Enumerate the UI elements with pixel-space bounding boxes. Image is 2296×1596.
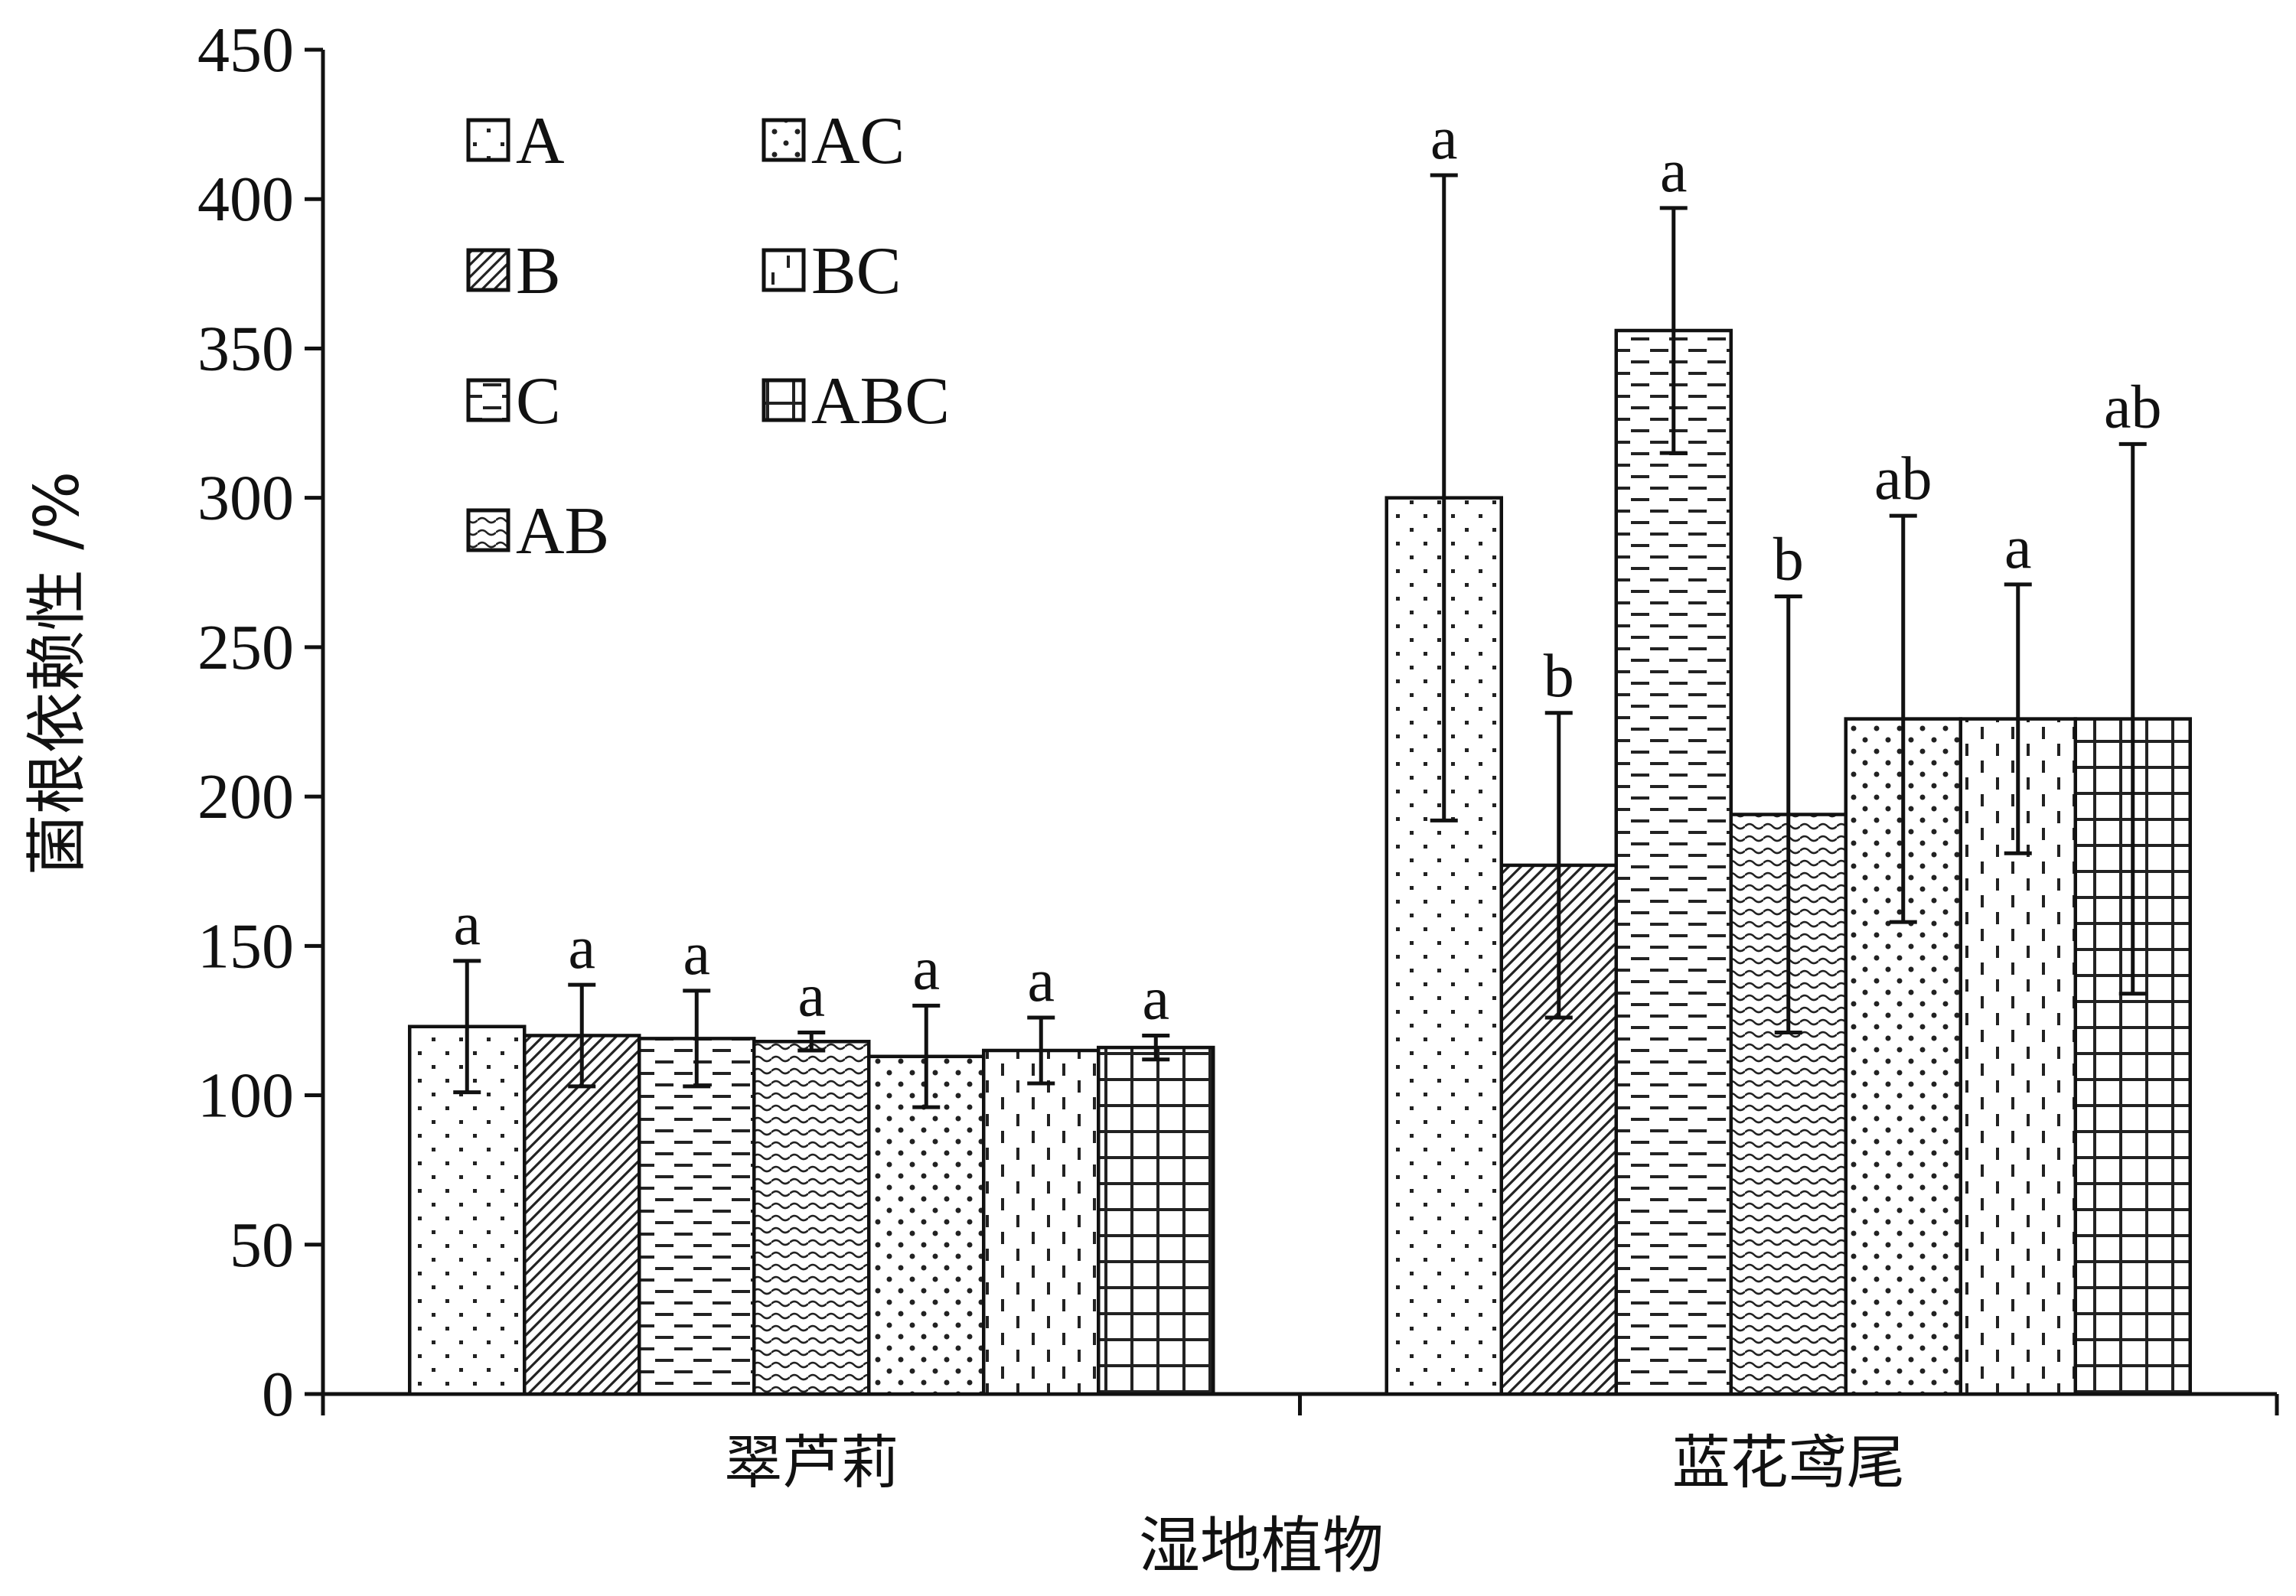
significance-label: a: [1142, 965, 1169, 1032]
y-tick-label: 400: [197, 164, 294, 235]
bar: [1614, 328, 1733, 1396]
legend-swatch: [762, 248, 806, 292]
significance-label: ab: [1874, 445, 1932, 513]
bar: [523, 1034, 641, 1396]
y-tick-label: 100: [197, 1060, 294, 1132]
legend-label: B: [516, 234, 561, 308]
x-axis: 翠芦莉 蓝花鸢尾: [321, 1392, 2279, 1497]
significance-label: a: [797, 962, 825, 1030]
y-tick-label: 200: [197, 761, 294, 832]
y-tick-label: 150: [197, 910, 294, 982]
legend-label: AC: [811, 104, 905, 178]
legend-label: C: [516, 364, 561, 438]
legend-swatch: [762, 118, 806, 162]
y-tick-label: 0: [262, 1359, 294, 1430]
legend-swatch: [466, 248, 510, 292]
legend-swatch: [466, 508, 510, 552]
legend-swatch: [466, 118, 510, 162]
significance-label: a: [1660, 138, 1688, 205]
bar: [1097, 1045, 1215, 1396]
y-tick-label: 350: [197, 313, 294, 384]
significance-label: ab: [2104, 373, 2162, 441]
x-tick-label: 翠芦莉: [724, 1428, 899, 1497]
significance-label: a: [568, 914, 595, 982]
y-tick-label: 50: [230, 1210, 294, 1281]
bar: [867, 1054, 986, 1396]
x-axis-title: 湿地植物: [1139, 1510, 1384, 1581]
y-tick-label: 450: [197, 15, 294, 86]
significance-label: b: [1773, 526, 1804, 594]
significance-label: a: [683, 920, 710, 988]
x-tick-label: 蓝花鸢尾: [1672, 1428, 1905, 1497]
legend-swatch: [762, 378, 806, 422]
legend-label: AB: [516, 494, 609, 568]
significance-label: a: [453, 891, 481, 958]
y-axis-title: 菌根依赖性 /%: [21, 471, 93, 875]
y-tick-label: 250: [197, 612, 294, 683]
legend-label: ABC: [811, 364, 950, 438]
significance-label: b: [1544, 643, 1574, 710]
legend-label: A: [516, 104, 565, 178]
significance-label: a: [2004, 514, 2032, 581]
y-axis: 0 50 100 150 200 250 300 350 400 450: [197, 15, 325, 1430]
bar: [982, 1048, 1101, 1396]
bar: [638, 1037, 756, 1396]
y-tick-label: 300: [197, 463, 294, 534]
legend-swatch: [466, 378, 510, 422]
significance-label: a: [1027, 947, 1055, 1015]
legend-label: BC: [811, 234, 901, 308]
bar: [752, 1040, 871, 1396]
significance-label: a: [1430, 105, 1458, 172]
significance-label: a: [912, 935, 940, 1002]
